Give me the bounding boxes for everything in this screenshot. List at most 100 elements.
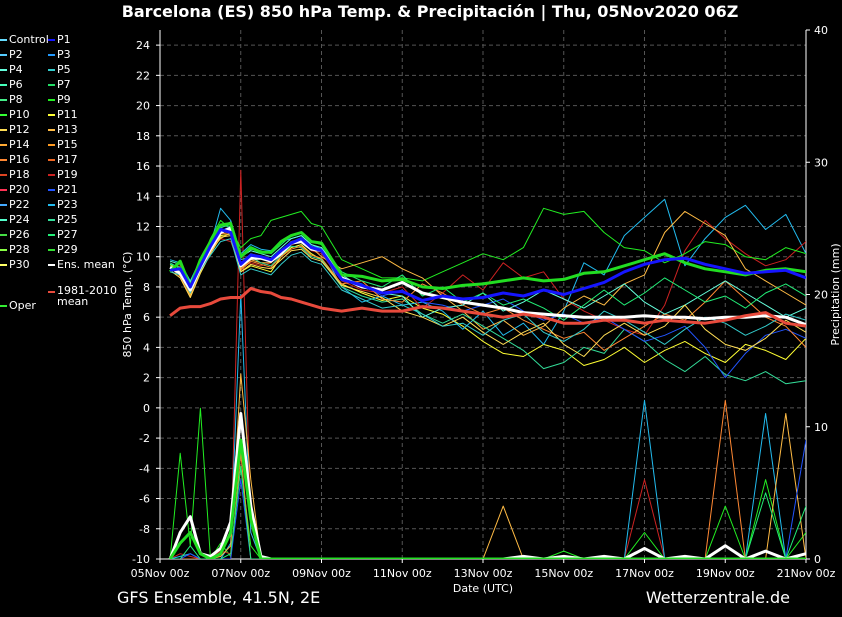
legend-swatch [48,54,55,56]
legend-label: P15 [57,138,78,151]
legend-label: P30 [9,258,30,271]
precip-series-p13 [170,373,806,559]
x-tick-label: 07Nov 00z [211,567,270,580]
y-tick-label: -8 [139,523,150,536]
legend-label: P7 [57,78,71,91]
precip-series-p9 [169,407,806,559]
legend-item: P8 [0,93,23,107]
y-tick-label: 24 [136,39,150,52]
legend-swatch [48,264,55,266]
legend-label: P18 [9,168,30,181]
legend-item: 1981-2010 mean [48,285,123,307]
legend-item: P29 [48,243,78,257]
legend-item: P21 [48,183,78,197]
legend-item: P30 [0,258,30,272]
legend-swatch [0,249,7,251]
y2-tick-label: 20 [814,289,828,302]
temp-series-1981-2010-mean [169,287,806,328]
y2-tick-label: 10 [814,421,828,434]
legend-item: P12 [0,123,30,137]
temp-series-p12 [169,235,806,357]
y-tick-label: -4 [139,462,150,475]
legend-swatch [48,291,55,293]
legend-item: P14 [0,138,30,152]
legend-item: P5 [48,63,71,77]
legend-item: P17 [48,153,78,167]
legend-swatch [48,84,55,86]
legend-item: P2 [0,48,23,62]
legend-item: P10 [0,108,30,122]
y-tick-label: 6 [143,311,150,324]
legend-swatch [48,144,55,146]
legend-item: Ens. mean [48,258,115,272]
precip-series-p16 [170,399,806,559]
legend-swatch [48,189,55,191]
legend-swatch [0,99,7,101]
legend-swatch [0,219,7,221]
legend-swatch [0,84,7,86]
x-tick-label: 09Nov 00z [292,567,351,580]
legend-swatch [48,69,55,71]
legend-swatch [0,234,7,236]
legend-label: P17 [57,153,78,166]
legend-item: P28 [0,243,30,257]
x-tick-label: 15Nov 00z [534,567,593,580]
legend-swatch [48,204,55,206]
temp-series-p21 [169,226,806,379]
legend-swatch [0,204,7,206]
precip-series-oper [168,438,806,559]
legend-item: P19 [48,168,78,182]
legend: Control P1 P2 P3 P4 P5 P6 P7 P8 P9 P10 P11 P12 P13 P14… [0,33,130,323]
y-tick-label: 16 [136,160,150,173]
legend-item: P15 [48,138,78,152]
temp-series-p9 [169,207,806,289]
legend-label: P9 [57,93,71,106]
legend-item: P20 [0,183,30,197]
y-axis-label: 850 hPa Temp. (°C) [121,252,134,358]
legend-label: P5 [57,63,71,76]
legend-swatch [0,69,7,71]
y2-tick-label: 0 [814,553,821,566]
legend-item: Oper [0,299,36,313]
x-axis-label: Date (UTC) [453,582,513,595]
legend-swatch [0,39,7,41]
y2-tick-label: 30 [814,156,828,169]
legend-item: P24 [0,213,30,227]
legend-item: P3 [48,48,71,62]
legend-item: P22 [0,198,30,212]
legend-label: P3 [57,48,71,61]
legend-label: P29 [57,243,78,256]
legend-item: P9 [48,93,71,107]
y-tick-label: 14 [136,190,150,203]
legend-swatch [0,54,7,56]
legend-item: P27 [48,228,78,242]
legend-label: P21 [57,183,78,196]
legend-label: P23 [57,198,78,211]
legend-label: Control [9,33,49,46]
legend-swatch [48,174,55,176]
legend-swatch [0,174,7,176]
legend-item: P25 [48,213,78,227]
legend-label: P8 [9,93,23,106]
legend-swatch [48,39,55,41]
legend-item: P11 [48,108,78,122]
legend-swatch [0,189,7,191]
legend-swatch [0,144,7,146]
legend-label: P4 [9,63,23,76]
legend-label: P11 [57,108,78,121]
legend-item: P18 [0,168,30,182]
y-tick-label: 18 [136,130,150,143]
precip-series-p27 [170,465,806,559]
legend-swatch [0,129,7,131]
y-tick-label: 20 [136,100,150,113]
legend-swatch [48,249,55,251]
x-tick-label: 19Nov 00z [696,567,755,580]
x-tick-label: 17Nov 00z [615,567,674,580]
y-tick-label: -10 [132,553,150,566]
legend-label: P13 [57,123,78,136]
legend-label: P20 [9,183,30,196]
legend-item: Control [0,33,49,47]
legend-label: P28 [9,243,30,256]
y-tick-label: -2 [139,432,150,445]
